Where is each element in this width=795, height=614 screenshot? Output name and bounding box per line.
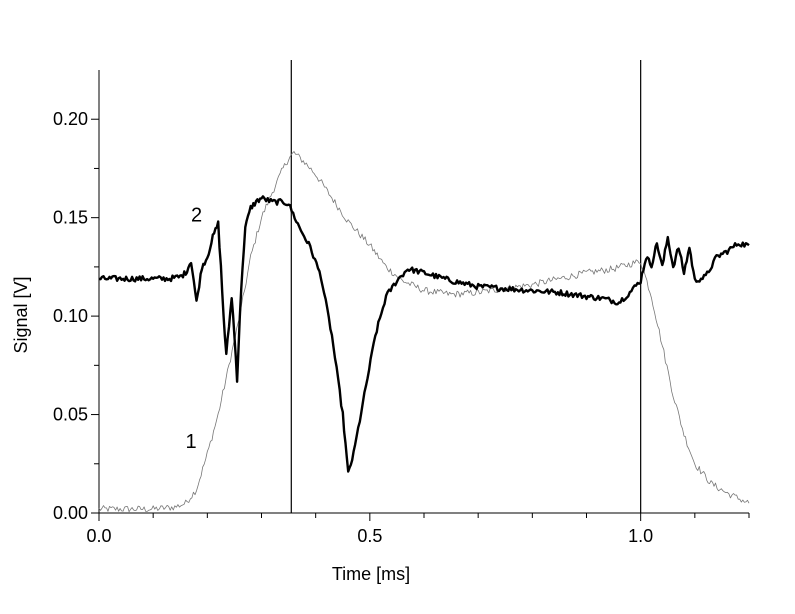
x-tick-label: 1.0 <box>628 526 653 546</box>
x-axis-label: Time [ms] <box>332 564 410 584</box>
reference-lines <box>290 60 642 513</box>
series-line-2 <box>98 195 750 473</box>
axes: 0.0 0.5 1.0 0.00 0.05 0.10 0.15 0.20 <box>53 70 750 546</box>
y-tick-label: 0.10 <box>53 306 88 326</box>
y-tick-label: 0.00 <box>53 503 88 523</box>
series-line-1 <box>98 151 750 513</box>
curve-label-2: 2 <box>191 205 202 227</box>
y-tick-label: 0.20 <box>53 109 88 129</box>
curve-label-1: 1 <box>186 431 197 453</box>
curve-labels: 12 <box>186 205 203 453</box>
y-tick-label: 0.05 <box>53 405 88 425</box>
series-lines <box>98 151 750 513</box>
x-tick-label: 0.0 <box>86 526 111 546</box>
y-axis-label: Signal [V] <box>11 276 31 353</box>
x-tick-label: 0.5 <box>357 526 382 546</box>
y-tick-label: 0.15 <box>53 208 88 228</box>
